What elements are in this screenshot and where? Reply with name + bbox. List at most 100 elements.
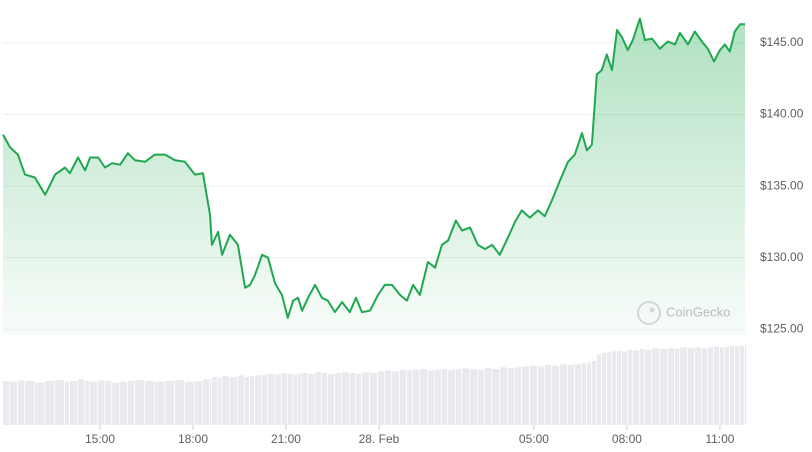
volume-bar	[210, 378, 212, 425]
volume-bar	[262, 374, 268, 425]
volume-bar	[361, 372, 370, 425]
volume-bar	[435, 369, 442, 425]
volume-bar	[591, 361, 597, 425]
volume-bar	[384, 370, 392, 425]
volume-bar	[544, 365, 552, 425]
volume-bar	[448, 369, 456, 425]
volume-bar	[521, 366, 530, 425]
volume-bar	[321, 373, 328, 425]
volume-bar	[427, 370, 435, 425]
volume-bar	[694, 347, 702, 425]
watermark-text: CoinGecko	[666, 304, 730, 319]
volume-bar	[639, 349, 645, 425]
volume-bar	[307, 373, 315, 425]
x-tick-label: 15:00	[85, 432, 115, 446]
volume-bar	[64, 381, 70, 425]
volume-bar	[586, 362, 592, 425]
volume-bar	[470, 369, 478, 425]
volume-bar	[69, 381, 78, 425]
volume-bar	[455, 369, 462, 425]
volume-bar	[477, 369, 485, 425]
volume-bar	[98, 380, 105, 425]
volume-bar	[327, 373, 335, 425]
volume-bar	[441, 369, 448, 425]
volume-bar	[462, 368, 470, 425]
volume-bar	[687, 348, 694, 425]
volume-bar	[537, 366, 544, 425]
y-tick-label: $145.00	[760, 35, 804, 49]
volume-bar	[250, 376, 255, 425]
volume-bar	[85, 381, 90, 425]
volume-bar	[581, 363, 587, 425]
volume-bar	[596, 354, 602, 425]
volume-bar	[154, 381, 165, 425]
volume-bar	[734, 346, 740, 425]
volume-bar	[315, 372, 322, 425]
volume-bar	[298, 373, 302, 425]
volume-bar	[507, 368, 515, 425]
volume-bar	[616, 350, 622, 425]
volume-bar	[17, 380, 25, 425]
volume-bar	[740, 345, 745, 425]
volume-bar	[25, 381, 35, 425]
volume-bar	[492, 369, 500, 425]
watermark: CoinGecko	[637, 301, 730, 325]
volume-bar	[724, 346, 730, 425]
volume-bar	[729, 345, 734, 425]
volume-bar	[245, 377, 250, 425]
volume-bar	[719, 347, 725, 425]
volume-bar	[78, 379, 85, 425]
volume-bar	[499, 367, 508, 425]
volume-bar	[349, 373, 356, 425]
volume-bar	[254, 375, 262, 425]
volume-bar	[529, 365, 538, 425]
volume-bar	[484, 368, 492, 425]
volume-bar	[356, 373, 362, 425]
volume-bar	[551, 365, 560, 425]
volume-bar	[10, 381, 18, 425]
volume-bar	[184, 381, 195, 425]
volume-bar	[369, 373, 378, 425]
volume-bar	[674, 349, 680, 425]
volume-bar	[627, 349, 633, 425]
y-tick-label: $130.00	[760, 250, 804, 264]
volume-bar	[90, 381, 98, 425]
volume-bar	[34, 382, 45, 425]
x-tick-label: 08:00	[612, 432, 642, 446]
volume-bar	[632, 350, 640, 425]
volume-bar	[419, 369, 428, 425]
volume-bar	[606, 352, 612, 425]
volume-bar	[112, 382, 120, 425]
volume-bar	[144, 381, 155, 425]
volume-bar	[120, 381, 128, 425]
volume-bar	[45, 381, 55, 425]
volume-bar	[275, 374, 282, 425]
volume-bar	[568, 365, 575, 425]
watermark-logo	[637, 301, 661, 325]
volume-bar	[268, 373, 275, 425]
volume-bar	[601, 353, 606, 425]
volume-bar	[621, 351, 628, 425]
volume-bar	[342, 372, 350, 425]
y-tick-label: $140.00	[760, 107, 804, 121]
volume-bar	[559, 364, 568, 425]
watermark-logo-eye	[649, 307, 655, 313]
volume-bar	[701, 348, 708, 425]
volume-bar	[413, 369, 420, 425]
x-tick-label: 05:00	[519, 432, 549, 446]
volume-bar	[229, 377, 238, 425]
volume-bar	[127, 381, 135, 425]
volume-bar	[334, 373, 342, 425]
volume-bar	[55, 380, 65, 425]
volume-bar	[644, 349, 652, 425]
volume-bar	[222, 376, 230, 425]
y-tick-label: $125.00	[760, 321, 804, 335]
volume-bar	[293, 374, 298, 425]
volume-bar	[237, 375, 245, 425]
volume-bar	[400, 369, 407, 425]
volume-bar	[612, 351, 617, 425]
volume-bar	[135, 380, 145, 425]
price-line	[2, 17, 745, 319]
